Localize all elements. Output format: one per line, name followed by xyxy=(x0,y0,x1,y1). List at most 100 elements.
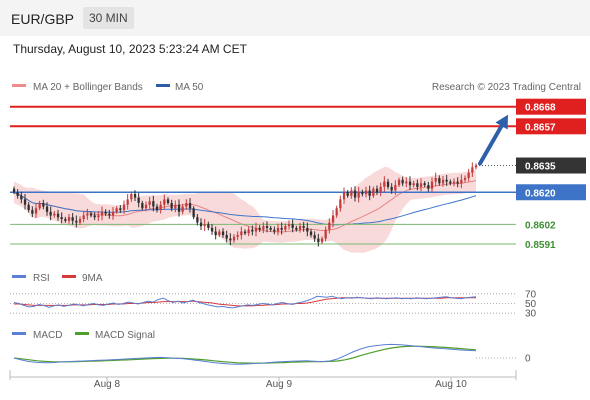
interval-badge[interactable]: 30 MIN xyxy=(83,7,134,29)
candle-body xyxy=(166,199,170,203)
candle-body xyxy=(386,181,390,187)
timestamp: Thursday, August 10, 2023 5:23:24 AM CET xyxy=(13,42,247,56)
candle-body xyxy=(122,204,126,210)
candle-body xyxy=(342,192,346,200)
candle-body xyxy=(31,210,34,214)
candle-body xyxy=(64,219,67,221)
level-label-3: 0.8620 xyxy=(525,188,556,199)
candle-body xyxy=(243,231,247,234)
candle-body xyxy=(364,190,368,195)
x-tick-aug10: Aug 10 xyxy=(435,379,467,390)
legend-swatch-macd-signal xyxy=(75,332,89,335)
macd-legend: MACD MACD Signal xyxy=(12,330,155,341)
candle-body xyxy=(115,208,118,212)
candle-body xyxy=(276,227,280,232)
candle-body xyxy=(269,227,272,230)
credit-label: Research © 2023 Trading Central xyxy=(432,82,581,93)
candle-body xyxy=(82,215,85,219)
rsi-tick-70: 70 xyxy=(525,289,537,300)
macd-tick-0: 0 xyxy=(525,354,531,365)
level-label-5: 0.8591 xyxy=(525,240,556,251)
candle-body xyxy=(236,235,239,237)
candle-body xyxy=(199,222,203,227)
candle-body xyxy=(335,208,338,216)
candle-body xyxy=(280,227,283,230)
candle-body xyxy=(456,181,459,184)
candle-body xyxy=(78,219,82,223)
level-tag-3 xyxy=(516,184,586,201)
candle-body xyxy=(207,224,210,228)
candle-body xyxy=(383,181,386,187)
legend-label-rsi-ma: 9MA xyxy=(82,273,103,284)
level-label-0: 0.8668 xyxy=(525,103,556,114)
x-axis: Aug 8 Aug 9 Aug 10 xyxy=(9,370,517,390)
candle-body xyxy=(419,183,423,187)
candle-body xyxy=(328,222,331,230)
candle-body xyxy=(56,213,60,218)
candle-body xyxy=(229,238,232,241)
instrument-name: EUR/GBP xyxy=(11,11,75,27)
level-tag-1 xyxy=(516,118,586,135)
legend-swatch-ma50 xyxy=(156,84,170,87)
candle-body xyxy=(427,185,430,189)
candle-body xyxy=(163,199,166,205)
candle-body xyxy=(463,178,467,180)
candle-body xyxy=(291,224,294,228)
candle-body xyxy=(445,179,448,182)
bollinger-band xyxy=(14,167,476,253)
candle-body xyxy=(104,211,107,214)
candle-body xyxy=(188,203,192,209)
rsi-legend: RSI 9MA xyxy=(12,273,103,284)
candle-body xyxy=(247,229,250,234)
candle-body xyxy=(133,194,137,198)
candle-body xyxy=(53,213,56,216)
candle-body xyxy=(375,188,379,193)
candle-body xyxy=(159,204,162,210)
candlesticks xyxy=(12,162,478,247)
candle-body xyxy=(368,190,371,196)
candle-body xyxy=(471,167,474,173)
bollinger-band-fill xyxy=(14,167,476,253)
legend-label-macd-signal: MACD Signal xyxy=(95,330,155,341)
candle-body xyxy=(148,201,151,205)
candle-body xyxy=(192,208,195,218)
candle-body xyxy=(467,172,470,178)
candle-body xyxy=(93,215,96,218)
candle-body xyxy=(119,208,122,211)
candle-body xyxy=(306,227,309,232)
candle-body xyxy=(361,192,364,195)
candle-body xyxy=(401,179,404,184)
candle-body xyxy=(430,181,434,189)
legend-swatch-ma20 xyxy=(12,84,26,87)
candle-body xyxy=(27,204,30,210)
candle-body xyxy=(390,186,393,191)
candle-body xyxy=(214,231,217,236)
candle-body xyxy=(185,203,188,207)
candle-body xyxy=(210,227,214,232)
candle-body xyxy=(225,235,228,239)
candle-body xyxy=(441,179,445,184)
candle-body xyxy=(258,227,261,230)
candle-body xyxy=(416,183,419,187)
macd-signal-line xyxy=(13,345,477,364)
candle-body xyxy=(372,188,375,196)
candle-body xyxy=(49,211,52,216)
candle-body xyxy=(320,238,324,243)
candle-body xyxy=(45,206,49,212)
candle-body xyxy=(438,178,441,184)
candle-body xyxy=(357,192,360,198)
candle-body xyxy=(474,165,478,168)
candle-body xyxy=(38,203,41,209)
candle-body xyxy=(111,211,115,216)
candle-body xyxy=(251,229,254,232)
rsi-tick-50: 50 xyxy=(525,299,537,310)
legend-label-ma20: MA 20 + Bollinger Bands xyxy=(33,82,143,93)
candle-body xyxy=(412,183,415,186)
candle-body xyxy=(174,204,177,209)
candle-body xyxy=(89,213,93,216)
candle-body xyxy=(408,181,412,186)
candle-body xyxy=(75,220,78,223)
candle-body xyxy=(71,217,74,221)
candle-body xyxy=(331,215,335,223)
candle-body xyxy=(350,190,353,196)
